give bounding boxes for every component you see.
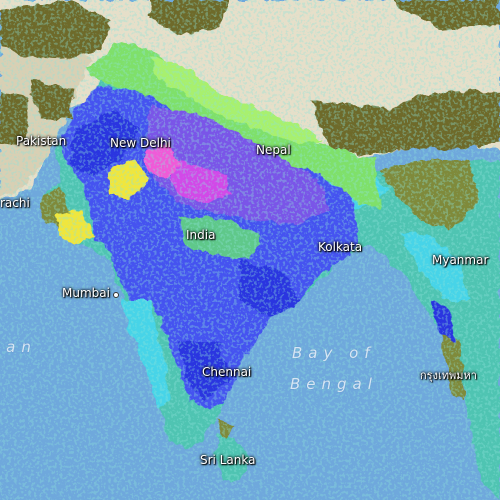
label-bay-line2: Bengal: [290, 375, 378, 393]
label-sri-lanka: Sri Lanka: [200, 453, 256, 467]
label-mumbai: Mumbai: [62, 286, 110, 300]
label-nepal: Nepal: [256, 143, 291, 157]
label-kolkata: Kolkata: [318, 240, 363, 254]
label-myanmar: Myanmar: [432, 253, 489, 267]
label-pakistan: Pakistan: [16, 134, 67, 148]
label-new-delhi: New Delhi: [110, 136, 171, 150]
marker-mumbai: [113, 292, 119, 298]
label-arabian-sea: ian: [0, 338, 37, 356]
label-bangkok: กรุงเทพมหา: [420, 369, 477, 382]
label-chennai: Chennai: [202, 365, 252, 379]
label-bay-line1: Bay of: [292, 344, 376, 362]
label-india: India: [186, 228, 216, 242]
label-karachi: rachi: [0, 196, 30, 210]
